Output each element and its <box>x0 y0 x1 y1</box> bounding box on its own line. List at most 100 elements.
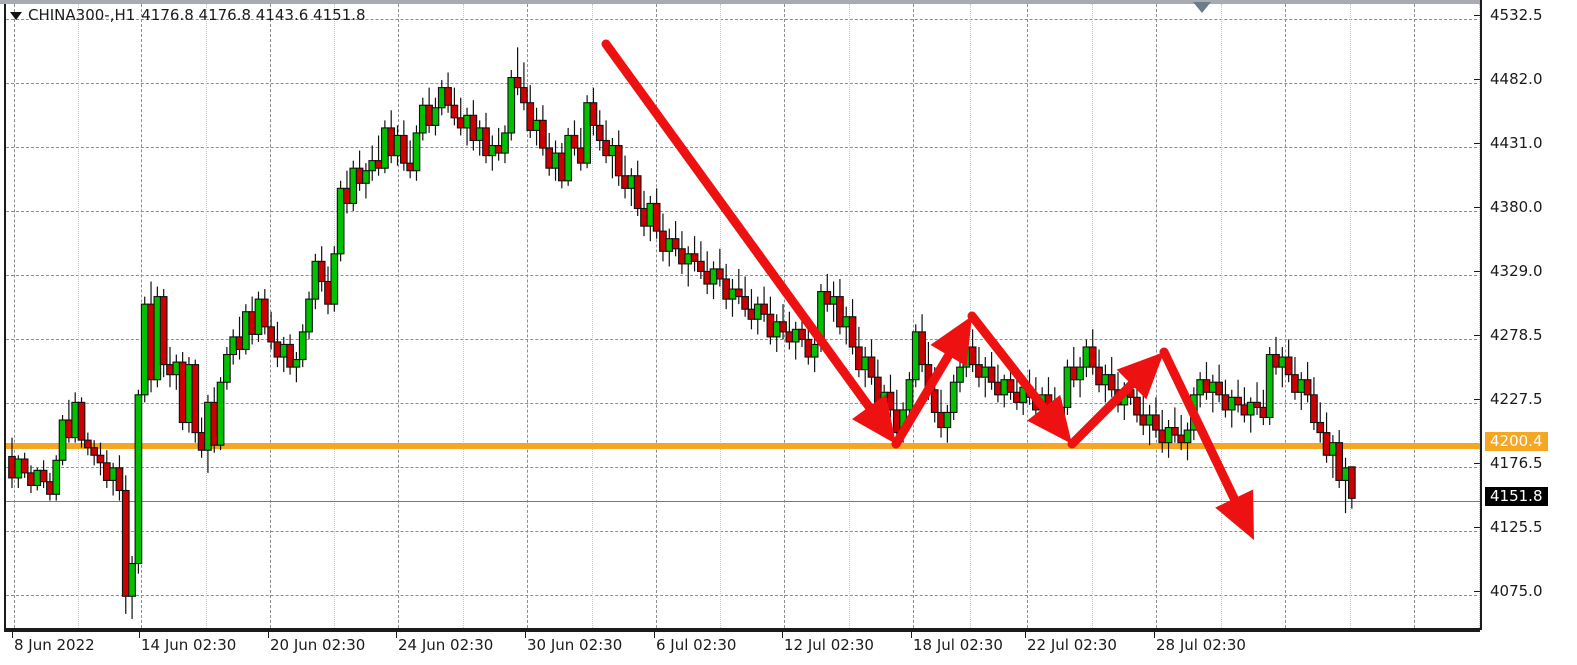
candlestick <box>1152 397 1160 438</box>
candlestick <box>260 289 269 335</box>
gridline-horizontal <box>6 339 1482 340</box>
chart-plot-area[interactable] <box>4 4 1482 630</box>
candlestick <box>595 110 604 151</box>
uptrend-arrow-2 <box>1067 352 1164 449</box>
candlestick <box>330 246 339 312</box>
time-tick-mark <box>1025 630 1026 638</box>
candlestick <box>564 127 573 186</box>
candlestick <box>336 180 345 262</box>
candlestick <box>1088 329 1097 375</box>
time-tick-label: 28 Jul 02:30 <box>1156 636 1246 654</box>
candlestick <box>90 440 99 466</box>
gridline-horizontal <box>6 595 1482 596</box>
candlestick <box>690 236 699 272</box>
price-tick-mark <box>1474 143 1482 144</box>
gridline-horizontal <box>6 531 1482 532</box>
candlestick <box>867 339 876 385</box>
price-tick-mark <box>1474 591 1482 592</box>
time-tick-mark <box>12 630 13 638</box>
price-tick-label: 4329.0 <box>1490 262 1543 280</box>
gridline-horizontal <box>6 211 1482 212</box>
time-tick-mark <box>396 630 397 638</box>
candlestick <box>20 452 29 478</box>
candlestick <box>715 248 724 287</box>
time-tick-label: 6 Jul 02:30 <box>656 636 737 654</box>
candlestick <box>128 555 136 619</box>
gridline-vertical <box>1285 4 1286 628</box>
candlestick <box>836 278 844 335</box>
candlestick <box>298 324 307 368</box>
candlestick <box>810 334 819 373</box>
candlestick <box>362 163 370 199</box>
price-tick-mark <box>1474 399 1482 400</box>
price-tick-label: 4482.0 <box>1490 70 1543 88</box>
candlestick <box>1316 402 1325 443</box>
candlestick <box>614 130 623 186</box>
gridline-vertical-minor <box>849 4 850 628</box>
candlestick <box>1215 364 1223 403</box>
trend-annotations <box>601 39 1254 540</box>
gridline-vertical <box>1414 4 1415 628</box>
gridline-vertical-minor <box>1221 4 1222 628</box>
candlestick <box>1335 430 1344 488</box>
candlestick <box>1284 339 1293 383</box>
candlestick <box>1234 379 1242 413</box>
gridline-vertical-minor <box>463 4 464 628</box>
candlestick <box>121 475 130 614</box>
gridline-horizontal <box>6 275 1482 276</box>
price-tick-label: 4125.5 <box>1490 518 1543 536</box>
gridline-vertical <box>913 4 914 628</box>
chart-symbol-label: CHINA300-,H1 <box>28 6 136 24</box>
time-axis-divider <box>4 630 1480 632</box>
price-axis[interactable]: 4532.5 4482.0 4431.0 4380.0 4329.0 4278.5 4227… <box>1474 0 1577 628</box>
candlestick <box>115 455 124 501</box>
chart-top-marker[interactable] <box>1193 2 1211 13</box>
candlestick <box>1183 422 1192 461</box>
time-tick-mark <box>1154 630 1155 638</box>
candlestick <box>905 372 914 418</box>
candlestick <box>1076 357 1084 398</box>
time-tick-label: 8 Jun 2022 <box>14 636 95 654</box>
gridline-vertical <box>1027 4 1028 628</box>
gridline-vertical <box>527 4 528 628</box>
time-tick-label: 12 Jul 02:30 <box>784 636 874 654</box>
time-tick-mark <box>654 630 655 638</box>
candlestick <box>1107 357 1116 398</box>
candlestick <box>520 62 528 111</box>
candlestick <box>741 276 749 317</box>
price-tick-mark <box>1474 207 1482 208</box>
candlestick <box>292 352 301 383</box>
time-tick-mark <box>268 630 269 638</box>
gridline-vertical-minor <box>206 4 207 628</box>
candlestick <box>697 241 705 279</box>
time-tick-mark <box>782 630 783 638</box>
support-price-label: 4200.4 <box>1485 432 1548 451</box>
time-tick-mark <box>911 630 912 638</box>
gridline-vertical <box>14 4 15 628</box>
candlestick <box>444 72 452 113</box>
gridline-vertical-minor <box>592 4 593 628</box>
candlestick <box>507 69 516 141</box>
candlestick <box>431 97 440 136</box>
gridline-vertical <box>656 4 657 628</box>
caret-down-icon[interactable] <box>10 11 22 20</box>
candlestick <box>583 95 591 169</box>
candlestick <box>39 460 48 488</box>
candlestick <box>570 120 579 156</box>
gridline-horizontal <box>6 147 1482 148</box>
candlestick <box>987 352 996 390</box>
candlestick <box>949 374 958 420</box>
price-tick-label: 4431.0 <box>1490 134 1543 152</box>
gridline-vertical <box>1156 4 1157 628</box>
candlestick <box>652 188 661 239</box>
gridline-vertical-minor <box>1350 4 1351 628</box>
gridline-vertical-minor <box>78 4 79 628</box>
price-tick-label: 4532.5 <box>1490 6 1543 24</box>
candlestick <box>1310 377 1318 431</box>
price-tick-label: 4278.5 <box>1490 326 1543 344</box>
time-axis[interactable]: 8 Jun 2022 14 Jun 02:30 20 Jun 02:30 24 Jun… <box>0 630 1577 665</box>
time-tick-label: 24 Jun 02:30 <box>398 636 494 654</box>
time-tick-label: 20 Jun 02:30 <box>270 636 366 654</box>
candlestick <box>589 87 598 136</box>
